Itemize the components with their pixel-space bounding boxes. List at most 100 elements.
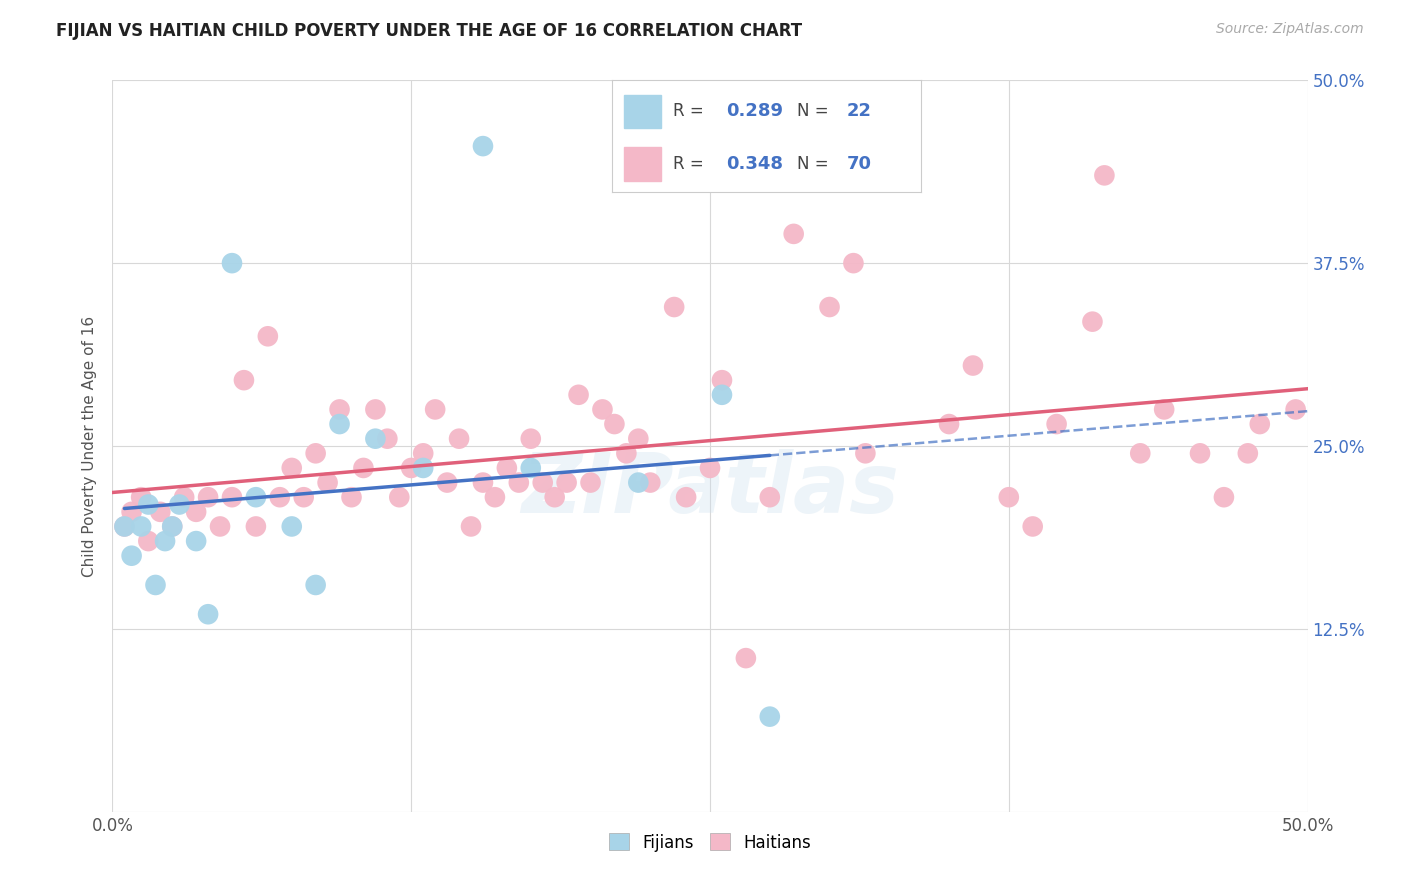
Point [186,534,208,549]
Point [842,256,865,270]
Text: R =: R = [673,155,710,173]
Point [508,475,530,490]
Point [377,432,399,446]
Point [592,402,614,417]
Point [197,490,219,504]
Point [472,475,495,490]
Point [233,373,256,387]
Point [425,402,447,417]
Point [340,490,363,504]
Point [121,549,143,563]
Point [412,446,434,460]
Point [257,329,280,343]
Point [1081,315,1104,329]
Point [364,432,387,446]
Point [699,461,721,475]
Y-axis label: Child Poverty Under the Age of 16: Child Poverty Under the Age of 16 [82,316,97,576]
Point [114,519,135,533]
Point [555,475,578,490]
Text: ZIPatlas: ZIPatlas [522,450,898,531]
Text: N =: N = [797,103,834,120]
Text: R =: R = [673,103,710,120]
Point [129,490,152,504]
Point [759,490,782,504]
Point [818,300,841,314]
Point [173,490,195,504]
Point [640,475,662,490]
Text: 70: 70 [846,155,872,173]
Point [209,519,232,533]
Point [364,402,387,417]
Point [735,651,758,665]
Text: FIJIAN VS HAITIAN CHILD POVERTY UNDER THE AGE OF 16 CORRELATION CHART: FIJIAN VS HAITIAN CHILD POVERTY UNDER TH… [56,22,803,40]
Point [1213,490,1236,504]
Point [938,417,960,431]
Legend: Fijians, Haitians: Fijians, Haitians [602,827,818,858]
Point [962,359,984,373]
Point [221,256,243,270]
Bar [624,95,661,128]
Point [1285,402,1308,417]
Point [412,461,434,475]
Point [627,432,650,446]
Point [664,300,686,314]
Point [472,139,495,153]
Point [281,519,304,533]
Point [186,505,208,519]
Point [138,498,160,512]
Point [162,519,183,533]
Point [292,490,315,504]
Point [197,607,219,622]
Text: 0.348: 0.348 [725,155,783,173]
Point [153,534,176,549]
Point [460,519,482,533]
Point [138,534,160,549]
Point [1046,417,1069,431]
Point [603,417,626,431]
Point [759,709,782,723]
Point [998,490,1021,504]
Point [169,498,191,512]
Point [316,475,339,490]
Point [520,432,543,446]
Point [627,475,650,490]
Point [616,446,638,460]
Point [568,388,591,402]
Point [269,490,291,504]
Point [329,402,352,417]
Point [388,490,411,504]
Point [1094,169,1116,183]
Text: 22: 22 [846,103,872,120]
Point [352,461,374,475]
Point [496,461,519,475]
Point [114,519,135,533]
Point [520,461,543,475]
Text: 0.289: 0.289 [725,103,783,120]
Bar [624,147,661,180]
Text: Source: ZipAtlas.com: Source: ZipAtlas.com [1216,22,1364,37]
Text: N =: N = [797,155,834,173]
Point [531,475,554,490]
Point [1189,446,1212,460]
Point [221,490,243,504]
Point [121,505,143,519]
Point [281,461,304,475]
Point [484,490,506,504]
Point [329,417,352,431]
Point [1022,519,1045,533]
Point [782,227,804,241]
Point [162,519,183,533]
Point [245,490,267,504]
Point [675,490,697,504]
Point [145,578,167,592]
Point [401,461,423,475]
Point [579,475,602,490]
Point [436,475,458,490]
Point [149,505,172,519]
Point [447,432,470,446]
Point [305,578,328,592]
Point [1249,417,1271,431]
Point [305,446,328,460]
Point [855,446,877,460]
Point [245,519,267,533]
